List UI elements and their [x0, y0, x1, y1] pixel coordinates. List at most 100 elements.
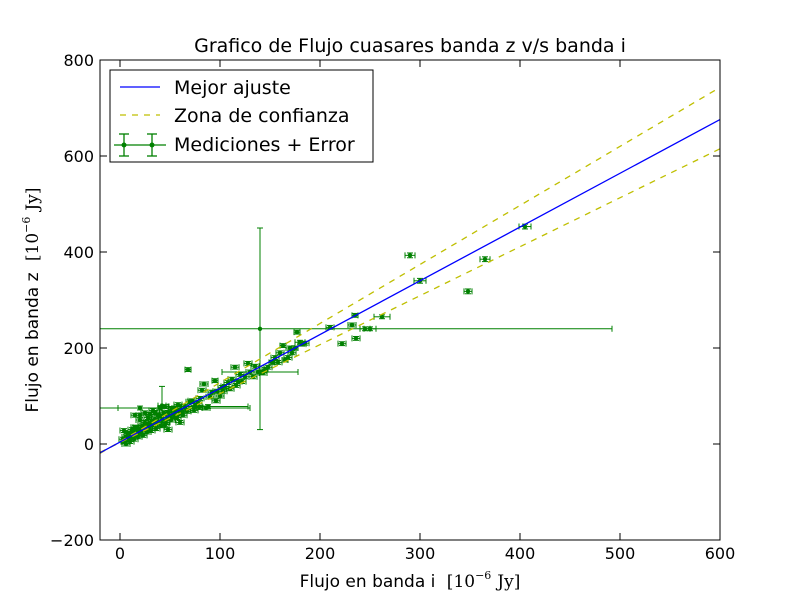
- data-marker: [121, 428, 127, 433]
- data-point: [211, 397, 221, 404]
- data-marker: [213, 398, 219, 403]
- data-point: [347, 321, 357, 328]
- chart-title: Grafico de Flujo cuasares banda z v/s ba…: [194, 35, 626, 57]
- data-marker: [349, 322, 355, 328]
- data-point: [479, 256, 491, 263]
- data-marker: [180, 413, 186, 418]
- data-point: [237, 378, 247, 385]
- data-marker: [339, 341, 345, 346]
- data-marker: [407, 253, 413, 258]
- data-marker: [280, 343, 286, 348]
- y-tick-label: 800: [63, 51, 94, 70]
- data-marker: [201, 381, 207, 387]
- data-marker: [257, 326, 263, 331]
- data-marker: [187, 399, 193, 404]
- x-tick-label: 300: [405, 544, 436, 563]
- data-point: [275, 349, 285, 356]
- data-marker: [168, 417, 174, 423]
- data-marker: [277, 350, 283, 355]
- y-axis-unit-close: ]: [23, 188, 43, 195]
- data-marker: [233, 383, 239, 388]
- x-tick-label: 500: [605, 544, 636, 563]
- y-tick-label: −200: [50, 531, 94, 550]
- data-point: [163, 426, 173, 433]
- x-tick-label: 0: [115, 544, 125, 563]
- data-point: [160, 421, 170, 428]
- errorbar-layer: [100, 223, 613, 447]
- data-point: [337, 340, 347, 347]
- x-axis-unit-name: Jy: [495, 572, 514, 592]
- x-axis-label-prefix: Flujo en banda i: [300, 572, 436, 592]
- data-marker: [157, 405, 163, 411]
- data-point: [175, 419, 185, 426]
- data-marker: [217, 393, 223, 399]
- data-marker: [185, 367, 191, 372]
- data-point: [279, 342, 287, 349]
- data-point: [135, 412, 145, 419]
- data-point: [140, 419, 150, 426]
- data-marker: [245, 361, 251, 366]
- data-marker: [199, 388, 205, 393]
- data-marker: [184, 409, 190, 414]
- data-point: [404, 252, 416, 259]
- data-marker: [137, 413, 143, 418]
- data-marker: [353, 336, 359, 341]
- y-tick-label: 600: [63, 147, 94, 166]
- y-tick-label: 400: [63, 243, 94, 262]
- y-tick-label: 200: [63, 339, 94, 358]
- data-point: [130, 424, 140, 431]
- data-point: [172, 414, 182, 421]
- y-tick-label: 0: [84, 435, 94, 454]
- data-point: [221, 369, 299, 375]
- data-marker: [252, 364, 258, 369]
- data-point: [463, 288, 473, 295]
- plot-frame: [99, 59, 721, 541]
- data-marker: [275, 360, 281, 365]
- data-point: [273, 359, 283, 366]
- y-axis-unit-base: 10: [23, 233, 43, 255]
- data-marker: [132, 425, 138, 430]
- data-marker: [289, 350, 295, 355]
- data-marker: [153, 426, 159, 431]
- x-axis-label: Flujo en banda i [10−6 Jy]: [300, 569, 521, 592]
- data-marker: [147, 412, 153, 417]
- data-point: [285, 345, 295, 351]
- x-axis-unit-open: [: [447, 572, 454, 592]
- data-point: [197, 387, 207, 394]
- y-axis-unit-open: [: [23, 254, 43, 261]
- legend-confidence-label: Zona de confianza: [174, 105, 350, 127]
- plot-area: [100, 86, 720, 454]
- x-tick-label: 400: [505, 544, 536, 563]
- data-marker: [465, 289, 471, 294]
- data-point: [184, 366, 192, 373]
- data-marker: [174, 415, 180, 420]
- data-point: [351, 335, 361, 342]
- data-marker: [191, 408, 197, 413]
- x-axis: 0 100 200 300 400 500 600: [115, 60, 735, 563]
- data-marker: [294, 329, 300, 335]
- data-point: [100, 227, 613, 431]
- y-axis-unit-exp: −6: [20, 217, 33, 233]
- data-marker: [165, 427, 171, 432]
- data-point: [293, 329, 301, 336]
- data-point: [199, 381, 209, 387]
- data-marker: [162, 422, 168, 427]
- data-point: [250, 363, 260, 370]
- data-point: [100, 405, 251, 411]
- legend-measurements-label: Mediciones + Error: [174, 134, 355, 156]
- y-axis-unit-name: Jy: [23, 194, 43, 213]
- x-tick-label: 200: [305, 544, 336, 563]
- x-tick-label: 600: [705, 544, 736, 563]
- x-axis-unit-base: 10: [453, 572, 475, 592]
- data-marker: [257, 369, 263, 375]
- data-marker: [177, 420, 183, 425]
- legend-fit-label: Mejor ajuste: [174, 77, 291, 99]
- data-point: [145, 411, 155, 418]
- data-marker: [212, 378, 218, 383]
- data-point: [151, 425, 161, 432]
- y-axis-label-prefix: Flujo en banda z: [23, 272, 43, 412]
- x-axis-unit-exp: −6: [475, 569, 491, 582]
- data-marker: [232, 365, 238, 370]
- legend: Mejor ajuste Zona de confianza Medicione…: [109, 69, 374, 163]
